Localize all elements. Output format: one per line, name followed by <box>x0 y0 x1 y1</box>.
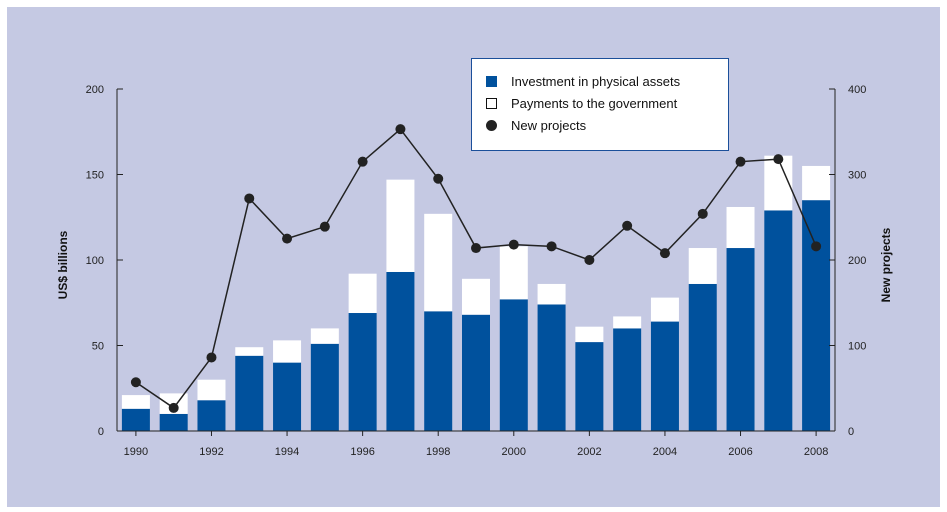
bar-investment-2000 <box>499 299 528 431</box>
x-tick-label-2000: 2000 <box>502 446 526 458</box>
bar-investment-2008 <box>802 200 831 431</box>
new-projects-point-1996 <box>357 156 368 167</box>
new-projects-point-2007 <box>773 154 784 165</box>
legend-label-new-projects: New projects <box>511 118 587 133</box>
y-tick-label-150: 150 <box>86 170 104 182</box>
y2-tick-label-0: 0 <box>848 426 854 438</box>
new-projects-point-1993 <box>244 193 255 204</box>
y-tick-label-200: 200 <box>86 84 104 96</box>
x-tick-label-1996: 1996 <box>350 446 374 458</box>
bar-payments-2007 <box>764 155 793 211</box>
new-projects-point-2005 <box>697 208 708 219</box>
bar-payments-2002 <box>575 326 604 343</box>
bar-investment-1995 <box>310 343 339 431</box>
bar-investment-1990 <box>121 408 150 431</box>
x-tick-label-1990: 1990 <box>124 446 148 458</box>
bar-payments-1999 <box>462 278 490 315</box>
bar-payments-2005 <box>688 248 717 284</box>
bar-payments-2004 <box>650 297 679 322</box>
x-tick-label-2004: 2004 <box>653 446 677 458</box>
y-tick-label-100: 100 <box>86 255 104 267</box>
new-projects-point-2004 <box>659 248 670 259</box>
new-projects-point-1998 <box>433 173 444 184</box>
bar-payments-1992 <box>197 379 226 401</box>
bar-investment-1992 <box>197 400 226 431</box>
new-projects-point-2008 <box>811 241 822 252</box>
new-projects-point-1990 <box>130 377 141 388</box>
bar-investment-1998 <box>424 311 453 431</box>
y2-tick-label-300: 300 <box>848 170 866 182</box>
bar-investment-2007 <box>764 210 793 431</box>
legend-swatch-investment <box>486 76 497 87</box>
legend-item-new-projects: New projects <box>486 118 586 133</box>
legend-label-investment: Investment in physical assets <box>511 74 681 89</box>
bar-investment-2003 <box>613 328 642 431</box>
new-projects-point-2000 <box>508 239 519 250</box>
new-projects-point-1992 <box>206 352 217 363</box>
bar-investment-1991 <box>159 413 188 431</box>
bar-payments-1998 <box>424 213 453 312</box>
legend: Investment in physical assets Payments t… <box>471 58 729 151</box>
bar-payments-2000 <box>499 246 528 300</box>
bar-payments-1994 <box>273 340 302 363</box>
bar-investment-1999 <box>462 314 490 431</box>
new-projects-point-2001 <box>546 241 557 252</box>
y2-tick-label-100: 100 <box>848 341 866 353</box>
bar-payments-2003 <box>613 316 642 329</box>
new-projects-point-2002 <box>584 255 595 265</box>
bar-payments-2006 <box>726 206 755 249</box>
new-projects-point-1999 <box>471 243 481 254</box>
bar-investment-2002 <box>575 342 604 431</box>
y2-tick-label-200: 200 <box>848 255 866 267</box>
new-projects-point-2006 <box>735 156 746 167</box>
bar-investment-1993 <box>235 355 264 431</box>
bar-payments-1993 <box>235 347 264 356</box>
bar-investment-2004 <box>650 321 679 431</box>
y2-tick-label-400: 400 <box>848 84 866 96</box>
bars-group <box>121 155 831 431</box>
bar-investment-2001 <box>537 304 566 431</box>
x-tick-label-2008: 2008 <box>804 446 828 458</box>
bar-investment-1996 <box>348 313 377 431</box>
legend-item-payments: Payments to the government <box>486 96 677 111</box>
y-tick-label-50: 50 <box>92 341 104 353</box>
y-axis-title: US$ billions <box>56 230 70 299</box>
y-tick-label-0: 0 <box>98 426 104 438</box>
new-projects-point-2003 <box>622 220 633 231</box>
x-tick-label-1992: 1992 <box>199 446 223 458</box>
x-tick-label-1994: 1994 <box>275 446 299 458</box>
x-tick-label-1998: 1998 <box>426 446 450 458</box>
new-projects-point-1995 <box>319 221 330 232</box>
bar-investment-2006 <box>726 248 755 431</box>
bar-investment-2005 <box>688 283 717 431</box>
x-tick-label-2002: 2002 <box>577 446 601 458</box>
y2-axis-title: New projects <box>879 227 893 302</box>
legend-item-investment: Investment in physical assets <box>486 74 680 89</box>
legend-swatch-payments <box>486 98 497 109</box>
line-group <box>130 124 822 413</box>
x-tick-label-2006: 2006 <box>728 446 752 458</box>
bar-payments-1995 <box>310 328 339 344</box>
new-projects-point-1997 <box>395 124 406 135</box>
bar-payments-1990 <box>121 395 150 409</box>
legend-label-payments: Payments to the government <box>511 96 678 111</box>
bar-payments-2001 <box>537 283 566 305</box>
bar-payments-1996 <box>348 273 377 314</box>
bar-payments-2008 <box>802 165 831 201</box>
new-projects-point-1994 <box>282 233 293 244</box>
legend-swatch-new-projects <box>486 120 497 131</box>
bar-payments-1997 <box>386 179 415 272</box>
bar-investment-1997 <box>386 271 415 431</box>
bar-investment-1994 <box>273 362 302 431</box>
new-projects-point-1991 <box>168 402 179 413</box>
